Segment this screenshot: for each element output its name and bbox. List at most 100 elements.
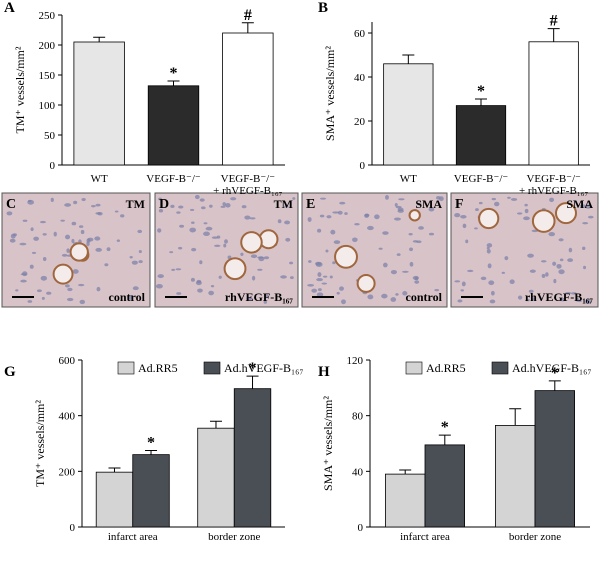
cell-nucleus <box>364 213 370 218</box>
panel-letter: H <box>318 364 330 380</box>
cell-nucleus <box>454 212 461 218</box>
cell-nucleus <box>548 231 556 237</box>
cell-nucleus <box>585 299 592 305</box>
cell-nucleus <box>460 214 467 219</box>
error-bar <box>108 467 121 473</box>
cell-nucleus <box>263 300 268 304</box>
cell-nucleus <box>30 227 34 232</box>
cell-nucleus <box>284 205 289 208</box>
y-tick-label: 120 <box>347 355 364 367</box>
cell-nucleus <box>418 226 424 230</box>
x-tick-label: infarct area <box>400 531 450 543</box>
cell-nucleus <box>220 205 226 208</box>
cell-nucleus <box>158 209 164 213</box>
cell-nucleus <box>80 229 85 235</box>
significance-mark: * <box>170 65 178 82</box>
cell-nucleus <box>507 196 511 199</box>
error-bar <box>475 98 487 106</box>
error-bar <box>399 469 412 475</box>
cell-nucleus <box>396 253 401 256</box>
cell-nucleus <box>480 276 487 281</box>
cell-nucleus <box>385 194 389 200</box>
cell-nucleus <box>73 200 78 205</box>
cell-nucleus <box>315 261 322 266</box>
error-bar <box>438 434 451 445</box>
vessel <box>531 209 556 233</box>
panel-letter: F <box>455 197 464 212</box>
x-tick-label: VEGF-B⁻/⁻ + rhVEGF-B₁₆₇ <box>518 173 589 197</box>
cell-nucleus <box>214 244 221 247</box>
cell-nucleus <box>462 223 467 229</box>
y-tick-label: 250 <box>39 10 56 22</box>
cell-nucleus <box>374 214 380 220</box>
cell-nucleus <box>29 264 34 269</box>
error-bar <box>402 54 415 64</box>
y-tick-label: 60 <box>354 28 366 40</box>
y-tick-label: 400 <box>59 411 76 423</box>
cell-nucleus <box>409 261 414 267</box>
legend-swatch <box>491 361 509 375</box>
cell-nucleus <box>529 269 536 273</box>
cell-nucleus <box>277 219 282 224</box>
error-bar <box>209 420 222 429</box>
significance-mark: # <box>244 7 252 24</box>
cell-nucleus <box>170 204 175 209</box>
cell-nucleus <box>329 275 333 279</box>
cell-nucleus <box>33 236 39 241</box>
cell-nucleus <box>195 280 202 286</box>
cell-nucleus <box>575 297 580 302</box>
x-tick-label: VEGF-B⁻/⁻ <box>453 173 509 185</box>
cell-nucleus <box>490 290 495 296</box>
bar <box>73 41 125 166</box>
cell-nucleus <box>27 300 33 303</box>
cell-nucleus <box>454 280 461 283</box>
cell-nucleus <box>344 212 348 215</box>
stain-label: TM <box>126 197 145 211</box>
cell-nucleus <box>474 227 478 230</box>
bar <box>528 41 579 166</box>
significance-mark: * <box>477 83 485 100</box>
cell-nucleus <box>178 205 184 209</box>
cell-nucleus <box>326 215 332 219</box>
cell-nucleus <box>190 277 195 282</box>
cell-nucleus <box>416 203 422 206</box>
cell-nucleus <box>280 275 287 279</box>
panel-letter: D <box>159 197 169 212</box>
cell-nucleus <box>333 240 341 245</box>
x-tick-label: border zone <box>508 531 562 543</box>
error-bar <box>547 28 560 42</box>
cell-nucleus <box>582 246 586 251</box>
micrograph-caption: control <box>406 290 443 304</box>
bar <box>384 473 426 528</box>
cell-nucleus <box>292 197 296 200</box>
cell-nucleus <box>488 280 495 286</box>
cell-nucleus <box>516 212 523 215</box>
cell-nucleus <box>381 293 388 299</box>
cell-nucleus <box>556 263 562 269</box>
cell-nucleus <box>284 220 291 225</box>
y-tick-label: 200 <box>59 466 76 478</box>
cell-nucleus <box>416 240 422 244</box>
cell-nucleus <box>317 228 322 233</box>
cell-nucleus <box>157 228 162 233</box>
cell-nucleus <box>285 237 291 242</box>
cell-nucleus <box>367 225 374 231</box>
cell-nucleus <box>531 297 535 301</box>
cell-nucleus <box>95 247 102 252</box>
significance-mark: * <box>551 365 559 382</box>
y-tick-label: 200 <box>39 40 56 52</box>
x-tick-label: VEGF-B⁻/⁻ <box>146 173 201 185</box>
cell-nucleus <box>42 233 47 236</box>
cell-nucleus <box>332 261 336 265</box>
panel-letter: B <box>318 0 328 16</box>
bar <box>455 105 507 166</box>
cell-nucleus <box>319 214 325 218</box>
x-tick-label: VEGF-B⁻/⁻ + rhVEGF-B₁₆₇ <box>213 173 283 197</box>
cell-nucleus <box>397 207 404 212</box>
cell-nucleus <box>325 249 329 253</box>
cell-nucleus <box>330 229 336 235</box>
cell-nucleus <box>517 295 523 300</box>
bar <box>233 388 272 528</box>
